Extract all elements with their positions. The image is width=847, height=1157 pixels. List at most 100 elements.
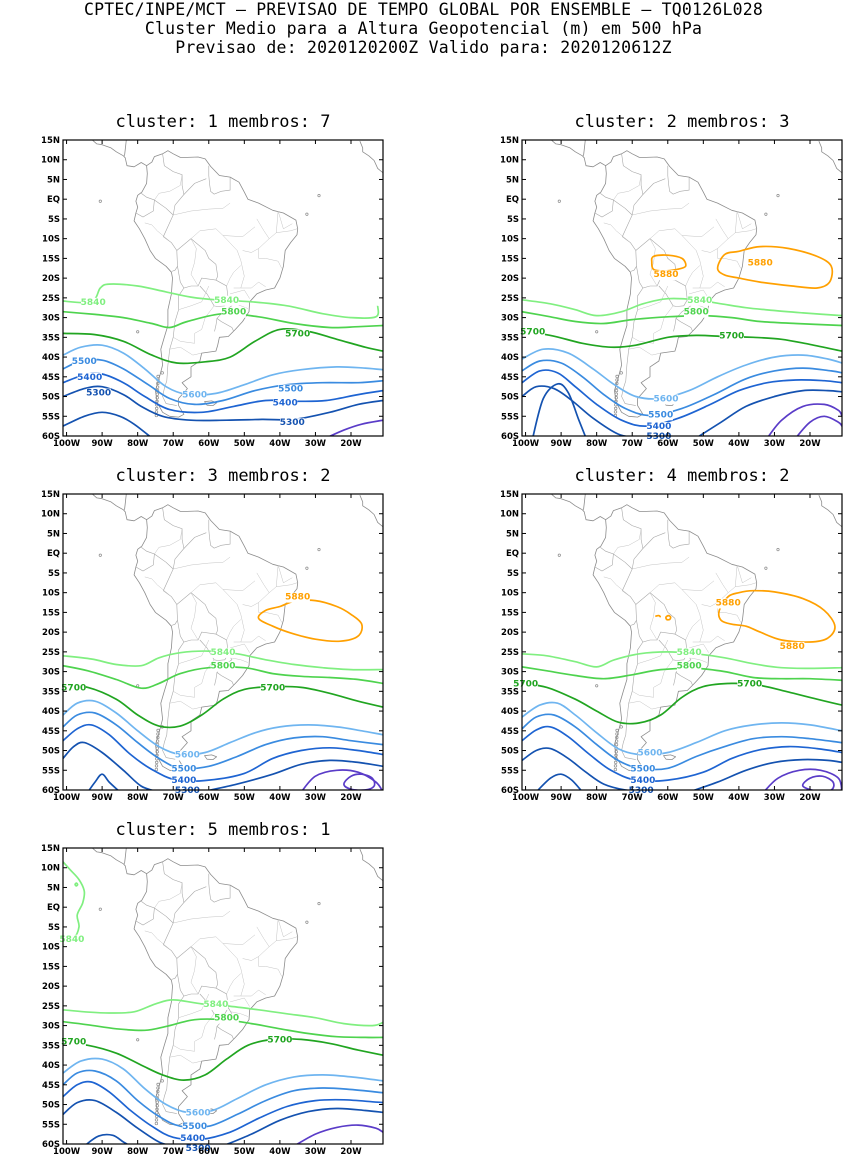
country-border: [667, 519, 690, 549]
lat-tick-label: 20S: [42, 274, 60, 284]
island-icon: [615, 378, 619, 382]
country-border: [673, 318, 677, 332]
contour-label: 5700: [61, 1037, 86, 1047]
contour-line: [63, 684, 383, 729]
country-border: [636, 620, 688, 661]
island-icon: [156, 728, 160, 733]
contour-line: [63, 650, 383, 671]
contour-line: [655, 614, 662, 618]
contour-label-background: [171, 776, 197, 787]
island-icon: [156, 1082, 160, 1087]
panel-title: cluster: 2 membros: 3: [517, 112, 847, 132]
contour-label-background: [684, 307, 709, 318]
island-icon: [614, 760, 618, 765]
lon-tick-label: 60W: [657, 439, 679, 449]
lat-tick-label: 55S: [501, 766, 519, 776]
contour-line: [63, 344, 383, 396]
contour-line: [522, 330, 842, 352]
lat-tick-label: 15N: [500, 490, 519, 500]
country-border: [135, 547, 155, 572]
contour-label: 5840: [214, 296, 239, 306]
state-border: [276, 582, 298, 587]
country-border: [621, 507, 644, 570]
contour-label: 5300: [646, 432, 671, 442]
lat-tick-label: 55S: [42, 1120, 60, 1130]
cluster-label: cluster:: [574, 466, 657, 486]
members-count: 2: [779, 466, 790, 486]
island-icon: [557, 199, 561, 203]
cluster-map-4: 5880 5880 5840 5800 5700 5700 5600 5500 54005300…: [500, 490, 843, 803]
contour-line: [522, 725, 842, 783]
contour-label-background: [175, 750, 200, 761]
lon-tick-label: 70W: [163, 439, 185, 449]
contour-label-background: [77, 372, 102, 383]
state-border: [154, 882, 183, 909]
island-icon: [614, 388, 619, 393]
island-icon: [155, 406, 159, 411]
state-border: [231, 1011, 248, 1017]
lat-tick-label: 30S: [42, 314, 60, 324]
lat-tick-label: 40S: [42, 707, 60, 717]
contour-label: 5500: [72, 357, 97, 367]
island-icon: [614, 753, 618, 757]
contour-label: 5800: [684, 308, 709, 318]
state-border: [701, 248, 718, 253]
island-icon: [155, 385, 160, 389]
lat-tick-label: 10N: [41, 864, 60, 874]
lat-tick-label: 20S: [501, 274, 519, 284]
south-america-coastline: [133, 504, 299, 772]
contour-label-background: [646, 432, 672, 442]
state-border: [230, 289, 250, 299]
contour-label-background: [203, 999, 229, 1010]
state-border: [190, 238, 199, 287]
africa-coastline: [359, 495, 383, 542]
country-border: [613, 199, 637, 272]
south-america-coastline: [592, 504, 758, 772]
contour-label: 5800: [214, 1014, 239, 1024]
contour-line: [522, 682, 842, 725]
contour-label-background: [72, 357, 97, 367]
state-border: [190, 226, 256, 239]
lon-tick-label: 100W: [53, 1147, 81, 1157]
cluster-label: cluster:: [115, 466, 198, 486]
island-icon: [98, 907, 102, 911]
contour-label-background: [637, 748, 663, 759]
island-icon: [557, 553, 561, 557]
members-label: membros:: [228, 466, 311, 486]
contour-label: 5300: [629, 786, 654, 796]
island-icon: [154, 764, 159, 768]
island-icon: [614, 750, 618, 754]
state-border: [632, 556, 690, 570]
country-border: [135, 901, 155, 926]
contour-label: 5700: [285, 329, 310, 339]
contour-label: 5500: [182, 1122, 207, 1132]
state-border: [173, 910, 231, 924]
island-icon: [595, 684, 599, 688]
contour-line: [63, 699, 383, 756]
lat-tick-label: 15N: [41, 136, 60, 146]
lat-tick-label: 25S: [501, 294, 519, 304]
contour-label-background: [285, 329, 310, 340]
map-content: [522, 494, 842, 790]
lat-tick-label: 10S: [42, 943, 60, 953]
contour-label: 5880: [285, 593, 310, 603]
island-icon: [615, 374, 619, 379]
island-icon: [155, 396, 159, 400]
south-america-coastline: [592, 150, 758, 418]
contour-label: 5400: [77, 373, 102, 383]
contour-label: 5840: [687, 296, 712, 306]
lat-tick-label: 5S: [48, 215, 60, 225]
lon-tick-label: 90W: [91, 793, 113, 803]
contour-line: [63, 741, 155, 790]
state-border: [649, 226, 715, 239]
contour-label-background: [285, 592, 310, 603]
map-content: [63, 140, 383, 436]
island-icon: [305, 566, 309, 570]
island-icon: [317, 902, 321, 906]
contour-line: [63, 411, 151, 436]
lat-tick-label: 15S: [501, 254, 519, 264]
state-border: [692, 281, 725, 289]
country-border: [642, 178, 666, 195]
contour-label: 5400: [171, 776, 196, 786]
